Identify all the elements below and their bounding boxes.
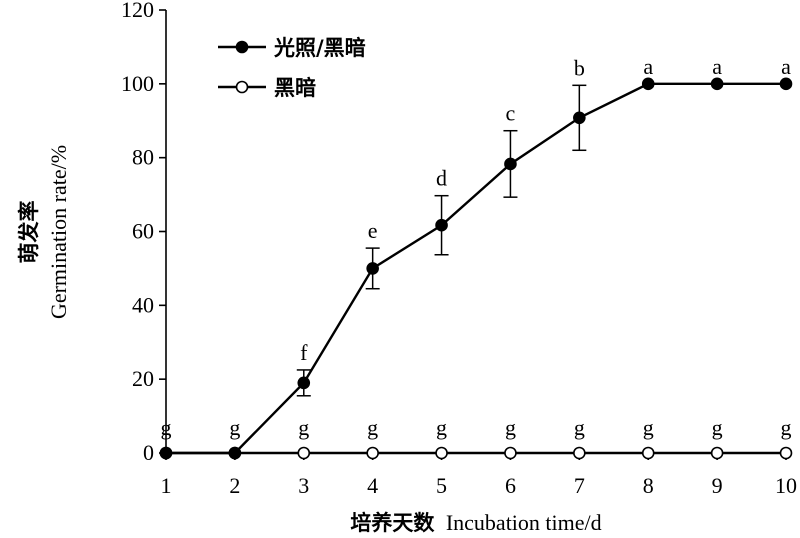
data-point-0-0 <box>159 446 173 460</box>
y-ticks: 0 20 40 60 80 100 120 <box>121 0 166 465</box>
sig-label-light-7: a <box>643 54 653 79</box>
y-tick-label-0: 0 <box>143 440 154 465</box>
sig-label-dark-3: g <box>367 415 378 440</box>
data-point-1-2 <box>297 446 311 460</box>
sig-label-dark-4: g <box>436 415 447 440</box>
data-point-0-9 <box>779 77 793 91</box>
sig-label-light-6: b <box>574 55 585 80</box>
data-point-0-8 <box>710 77 724 91</box>
x-tick-label-0: 1 <box>161 473 172 498</box>
data-point-0-5 <box>504 157 517 171</box>
data-point-1-4 <box>435 446 448 460</box>
axes <box>165 10 786 454</box>
sig-label-light-2: f <box>300 340 308 365</box>
sig-label-light-9: a <box>781 54 791 79</box>
sig-label-dark-6: g <box>574 415 585 440</box>
data-point-0-7 <box>641 77 655 91</box>
x-tick-label-2: 3 <box>298 473 309 498</box>
x-tick-label-6: 7 <box>574 473 585 498</box>
y-axis-title-en: Germination rate/% <box>46 145 71 319</box>
x-axis-title-en: Incubation time/d <box>446 510 602 535</box>
sig-label-light-3: e <box>368 218 378 243</box>
y-axis-title-cn: 萌发率 <box>17 201 41 264</box>
data-point-1-6 <box>573 446 586 460</box>
y-tick-label-4: 80 <box>132 145 154 170</box>
data-point-0-4 <box>435 218 448 232</box>
legend-marker-1 <box>235 80 249 94</box>
data-point-0-3 <box>366 262 379 275</box>
x-tick-label-8: 9 <box>712 473 723 498</box>
sig-label-light-5: c <box>506 101 516 126</box>
x-ticks: 1 2 3 4 5 6 7 8 9 10 <box>161 453 797 498</box>
sig-label-dark-1: g <box>229 415 240 440</box>
y-axis-title: 萌发率 Germination rate/% <box>17 145 71 319</box>
series-layer: g g f g e g d g c g b g a g a g a g <box>159 54 793 460</box>
x-tick-label-4: 5 <box>436 473 447 498</box>
legend-label-0: 光照/黑暗 <box>273 36 366 60</box>
sig-label-dark-7: g <box>643 415 654 440</box>
legend-label-1: 黑暗 <box>274 76 316 100</box>
data-point-1-5 <box>504 446 517 460</box>
x-tick-label-9: 10 <box>775 473 797 498</box>
sig-label-dark-5: g <box>505 415 516 440</box>
y-tick-label-1: 20 <box>132 366 154 391</box>
y-tick-label-3: 60 <box>132 219 154 244</box>
x-axis-title-cn: 培养天数 <box>350 511 435 535</box>
data-point-0-6 <box>573 111 586 125</box>
y-tick-label-6: 120 <box>121 0 154 22</box>
x-tick-label-7: 8 <box>643 473 654 498</box>
y-tick-label-2: 40 <box>132 292 154 317</box>
y-tick-label-5: 100 <box>121 71 154 96</box>
x-tick-label-5: 6 <box>505 473 516 498</box>
x-tick-label-1: 2 <box>229 473 240 498</box>
data-point-1-7 <box>641 446 655 460</box>
data-point-1-9 <box>779 446 793 460</box>
sig-label-dark-8: g <box>712 415 723 440</box>
sig-label-light-8: a <box>712 54 722 79</box>
legend-marker-0 <box>235 40 249 54</box>
data-point-0-2 <box>297 376 311 390</box>
x-axis-title: 培养天数 Incubation time/d <box>350 510 601 535</box>
sig-label-dark-0: g <box>161 415 172 440</box>
series-line-0 <box>166 82 786 455</box>
sig-label-dark-9: g <box>781 415 792 440</box>
sig-label-light-4: d <box>436 166 447 191</box>
data-point-0-1 <box>228 446 242 460</box>
data-point-1-8 <box>710 446 724 460</box>
sig-label-dark-2: g <box>298 415 309 440</box>
data-point-1-3 <box>366 446 379 460</box>
x-tick-label-3: 4 <box>367 473 378 498</box>
